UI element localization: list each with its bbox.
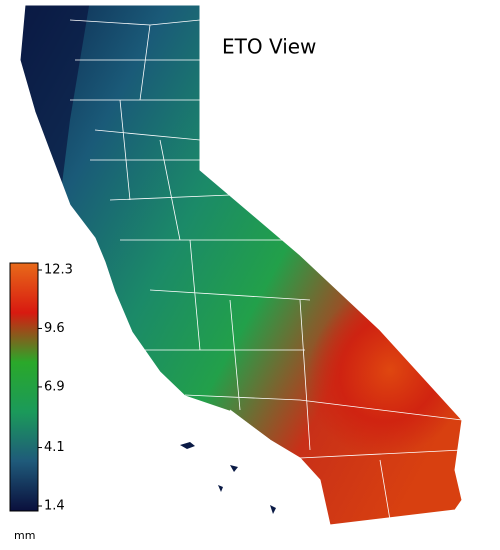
- legend: mm 12.3 9.6 6.9 4.1 1.4: [9, 262, 73, 542]
- islands: [180, 442, 276, 514]
- tick-label: 4.1: [44, 440, 65, 455]
- county-lines: [69, 19, 463, 521]
- tick-label: 12.3: [44, 263, 73, 278]
- color-bar: [9, 262, 39, 512]
- tick-label: 1.4: [44, 499, 65, 514]
- tick-label: 6.9: [44, 379, 65, 394]
- tick-label: 9.6: [44, 321, 65, 336]
- map-title: ETO View: [222, 35, 316, 59]
- legend-unit: mm: [14, 529, 35, 542]
